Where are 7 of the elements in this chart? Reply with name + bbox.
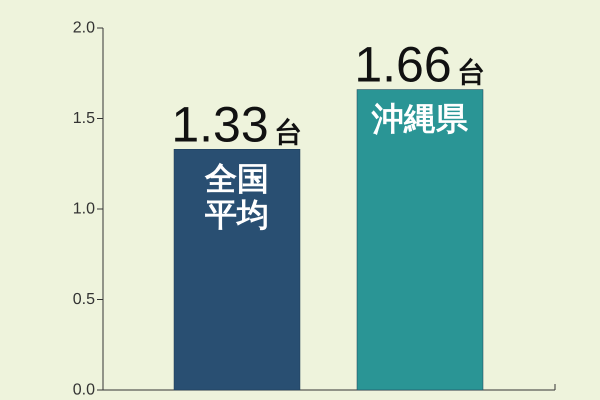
- y-tick-label: 1.5: [72, 110, 96, 127]
- y-tick-label: 0.0: [72, 382, 96, 398]
- y-tick-label: 0.5: [72, 291, 96, 308]
- x-tick-label: 沖縄県: [371, 100, 469, 137]
- y-tick-label: 1.0: [72, 200, 96, 218]
- y-tick-label: 2.0: [72, 20, 96, 36]
- x-tick-label: 全国平均: [204, 160, 269, 232]
